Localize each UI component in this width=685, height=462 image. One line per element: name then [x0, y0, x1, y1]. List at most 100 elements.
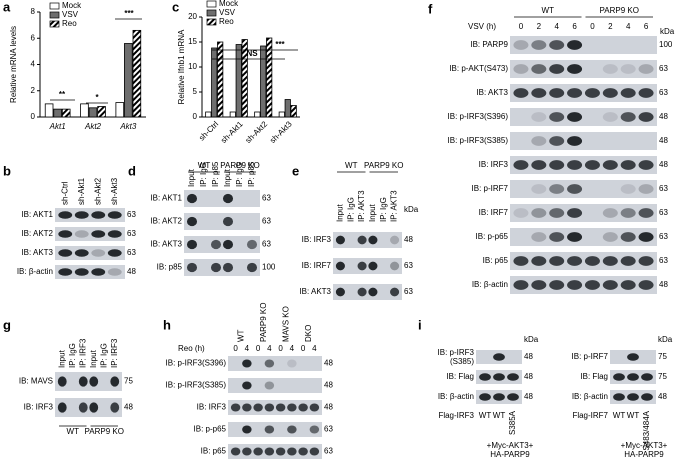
- row-label: IB: p-IRF3(S385): [448, 136, 509, 145]
- blot-strip: [333, 232, 402, 248]
- blot-band: [107, 249, 122, 257]
- blot-band: [567, 88, 583, 98]
- blot-band: [242, 403, 252, 412]
- blot-band: [513, 208, 529, 218]
- blot-band: [275, 447, 286, 456]
- panel-letter: d: [128, 163, 136, 178]
- panel-letter: i: [418, 317, 422, 332]
- blot-band: [641, 373, 653, 381]
- blot-band: [602, 232, 618, 242]
- lane-label: WT: [627, 411, 640, 420]
- blot-strip: [55, 246, 125, 260]
- blot-band: [368, 261, 378, 271]
- y-tick-label: 10: [188, 62, 197, 71]
- blot-strip: [228, 444, 322, 459]
- blot-band: [531, 112, 547, 122]
- y-axis-title: Relative Ifnb1 mRNA: [177, 29, 186, 104]
- blot-strip: [510, 276, 657, 294]
- blot-band: [91, 230, 106, 238]
- lane-label: IP: AKT3: [390, 190, 399, 222]
- row-label: IB: p85: [157, 263, 183, 272]
- blot-band: [620, 280, 636, 290]
- bar: [260, 45, 267, 118]
- kda-marker: 63: [262, 194, 271, 203]
- lane-label: WT: [479, 411, 492, 420]
- row-label: IB: β-actin: [472, 280, 508, 289]
- blot-band: [264, 425, 275, 434]
- blot-band: [513, 88, 529, 98]
- x-tick-label: sh-Akt2: [244, 119, 270, 145]
- blot-band: [567, 40, 583, 50]
- blot-band: [567, 208, 583, 218]
- kda-marker: 75: [124, 377, 133, 386]
- blot-band: [620, 160, 636, 170]
- row-label: IB: p-IRF3(S396): [166, 359, 227, 368]
- row-label: IB: p65: [201, 447, 227, 456]
- blot-band: [602, 64, 618, 74]
- kda-marker: 63: [659, 208, 668, 217]
- group-label: WT: [542, 6, 555, 15]
- lane-label: 0: [590, 22, 595, 31]
- blot-band: [549, 64, 565, 74]
- lane-label: 0: [301, 344, 306, 353]
- x-tick-label: Akt1: [49, 122, 66, 131]
- blot-band: [531, 184, 547, 194]
- bar: [290, 105, 297, 118]
- row-label: IB: Flag: [580, 372, 608, 381]
- kda-marker: 63: [324, 425, 333, 434]
- blot-band: [357, 235, 367, 245]
- blot-band: [298, 447, 308, 456]
- lane-label: 0: [278, 344, 283, 353]
- blot-band: [186, 239, 198, 250]
- blot-band: [602, 160, 618, 170]
- blot-band: [638, 88, 654, 98]
- blot-band: [567, 280, 583, 290]
- legend-label: Reo: [62, 19, 77, 28]
- blot-band: [57, 376, 67, 387]
- group-label: WT: [236, 329, 245, 342]
- blot-strip: [510, 252, 657, 270]
- blot-band: [253, 447, 263, 456]
- blot-band: [620, 64, 636, 74]
- blot-band: [186, 193, 198, 204]
- blot-band: [638, 64, 654, 74]
- blot-band: [602, 280, 618, 290]
- legend-label: VSV: [219, 8, 236, 17]
- row-label: IB: AKT3: [150, 240, 182, 249]
- kda-header: kDa: [658, 335, 673, 344]
- blot-band: [584, 256, 600, 266]
- blot-band: [549, 88, 565, 98]
- row-label: IB: IRF3: [479, 160, 509, 169]
- blot-band: [638, 256, 654, 266]
- blot-band: [287, 403, 297, 412]
- blot-band: [493, 373, 505, 381]
- blot-band: [309, 447, 320, 456]
- panel-letter: f: [428, 1, 433, 16]
- row-label: IB: β-actin: [438, 392, 474, 401]
- row-label: IB: AKT2: [21, 229, 53, 238]
- bar: [124, 43, 133, 118]
- blot-band: [246, 262, 258, 273]
- kda-header: kDa: [524, 335, 539, 344]
- lane-label: IP: IgG: [199, 162, 208, 187]
- bar: [97, 106, 106, 118]
- blot-band: [335, 261, 345, 271]
- blot-band: [479, 393, 491, 401]
- significance-label: ***: [275, 40, 285, 49]
- row-label: IB: AKT3: [299, 287, 331, 296]
- group-label: WT: [345, 161, 358, 170]
- lane-label: IP: p85: [247, 161, 256, 187]
- blot-band: [602, 88, 618, 98]
- bar: [53, 108, 62, 118]
- legend-swatch: [49, 20, 60, 28]
- y-tick-label: 4: [31, 60, 36, 69]
- kda-marker: 63: [127, 248, 136, 257]
- kda-marker: 63: [659, 88, 668, 97]
- panel-letter: e: [292, 163, 299, 178]
- blot-band: [74, 230, 89, 238]
- blot-band: [620, 232, 636, 242]
- kda-marker: 63: [659, 232, 668, 241]
- bar: [211, 47, 218, 118]
- blot-band: [620, 256, 636, 266]
- blot-band: [242, 425, 252, 434]
